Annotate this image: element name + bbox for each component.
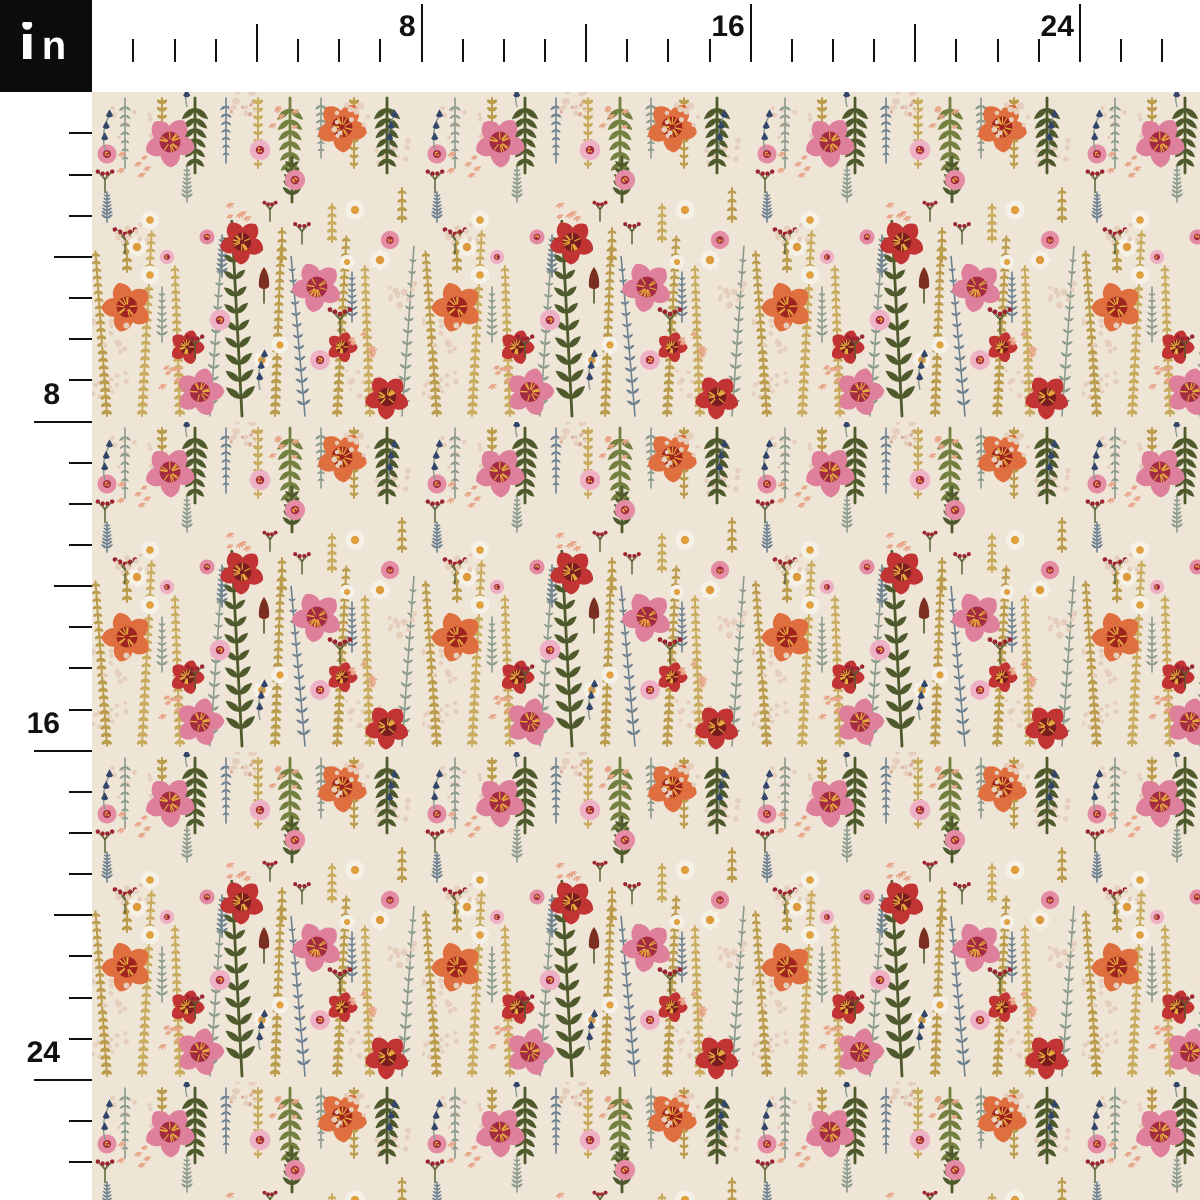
svg-text:n: n xyxy=(42,24,66,68)
